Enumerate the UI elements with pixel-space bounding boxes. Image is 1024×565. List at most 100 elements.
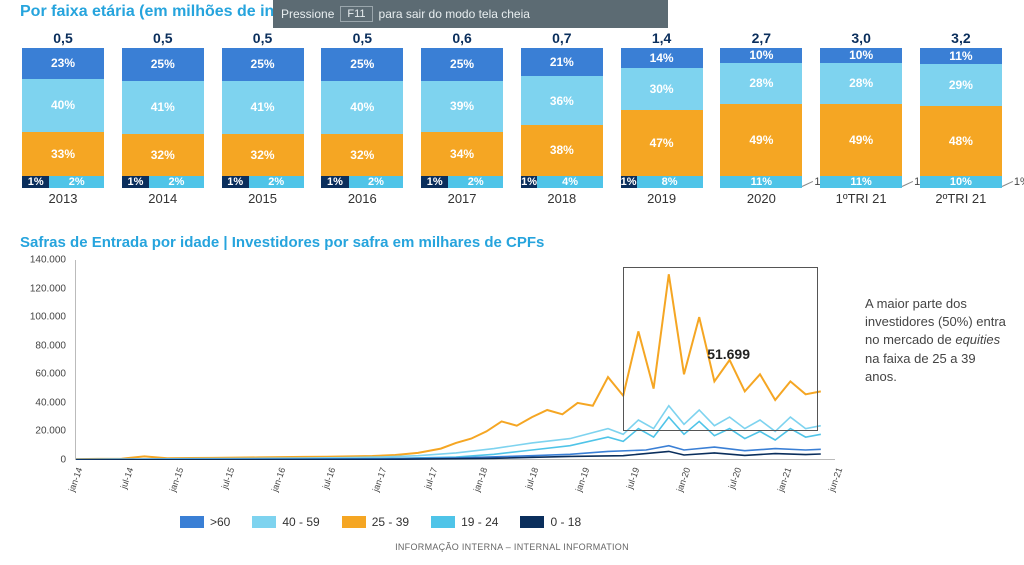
x-tick: jan-17 xyxy=(370,466,388,493)
bar-top-value: 1,4 xyxy=(652,30,671,46)
bar-top-value: 3,2 xyxy=(951,30,970,46)
y-tick: 140.000 xyxy=(30,255,66,266)
bar-stack: 11%29%48% xyxy=(920,48,1002,176)
bar-stack: 21%36%38% xyxy=(521,48,603,176)
bar-seg-a0_18: 1% xyxy=(222,176,249,188)
bar-seg-a25_39: 32% xyxy=(222,134,304,176)
bar-top-value: 0,5 xyxy=(153,30,172,46)
x-tick: jan-14 xyxy=(66,466,84,493)
bar-seg-a19_24: 8% xyxy=(637,176,703,188)
legend-label: 0 - 18 xyxy=(550,515,581,529)
x-tick: jul-17 xyxy=(422,466,439,490)
bar-seg-gt60: 11% xyxy=(920,48,1002,64)
bar-category-label: 2014 xyxy=(148,191,177,206)
y-tick: 120.000 xyxy=(30,283,66,294)
bar-category-label: 2016 xyxy=(348,191,377,206)
bar-seg-gt60: 23% xyxy=(22,48,104,79)
bar-side-a0_18: 1% xyxy=(1014,176,1024,188)
bar-category-label: 2ºTRI 21 xyxy=(935,191,986,206)
side-note: A maior parte dos investidores (50%) ent… xyxy=(865,295,1010,386)
sidenote-italic: equities xyxy=(955,332,1000,347)
bar-stack: 25%41%32% xyxy=(222,48,304,176)
x-tick: jul-18 xyxy=(523,466,540,490)
bar-seg-gt60: 25% xyxy=(222,48,304,81)
bar-seg-a25_39: 38% xyxy=(521,125,603,176)
y-tick: 100.000 xyxy=(30,312,66,323)
y-axis: 020.00040.00060.00080.000100.000120.0001… xyxy=(20,260,70,460)
bar-top-value: 0,6 xyxy=(452,30,471,46)
bar-seg-a0_18: 1% xyxy=(22,176,49,188)
bar-bottom-row: 11%1% xyxy=(820,176,902,188)
bar-col: 0,625%39%34%1%2%2017 xyxy=(419,30,505,205)
y-tick: 0 xyxy=(60,455,66,466)
legend-item: >60 xyxy=(180,515,230,529)
y-tick: 60.000 xyxy=(35,369,66,380)
bar-seg-a19_24: 2% xyxy=(149,176,204,188)
bar-seg-gt60: 14% xyxy=(621,48,703,68)
hint-pre: Pressione xyxy=(281,7,334,21)
bar-stack: 23%40%33% xyxy=(22,48,104,176)
bar-seg-a0_18: 1% xyxy=(321,176,348,188)
x-tick: jan-20 xyxy=(674,466,692,493)
bar-seg-a40_59: 39% xyxy=(421,81,503,132)
legend-swatch xyxy=(520,516,544,528)
bar-stack: 25%41%32% xyxy=(122,48,204,176)
bar-category-label: 2015 xyxy=(248,191,277,206)
bar-col: 3,211%29%48%10%1%2ºTRI 21 xyxy=(918,30,1004,205)
bar-seg-a25_39: 32% xyxy=(122,134,204,176)
bar-category-label: 2017 xyxy=(448,191,477,206)
x-axis: jan-14jul-14jan-15jul-15jan-16jul-16jan-… xyxy=(75,460,835,490)
bar-col: 0,5 25%41%32%1%2% 2015 xyxy=(220,30,306,205)
legend-item: 25 - 39 xyxy=(342,515,409,529)
bar-bottom-row: 11%1% xyxy=(720,176,802,188)
bar-category-label: 1ºTRI 21 xyxy=(836,191,887,206)
bar-bottom-row: 1%2% xyxy=(22,176,104,188)
bar-stack: 25%40%32% xyxy=(321,48,403,176)
bar-seg-a25_39: 34% xyxy=(421,132,503,176)
bar-seg-a0_18: 1% xyxy=(521,176,537,188)
bar-seg-a40_59: 30% xyxy=(621,68,703,110)
y-tick: 80.000 xyxy=(35,340,66,351)
bar-top-value: 0,5 xyxy=(253,30,272,46)
bar-seg-a19_24: 2% xyxy=(448,176,503,188)
title-cohorts: Safras de Entrada por idade | Investidor… xyxy=(20,234,544,251)
bar-seg-gt60: 10% xyxy=(820,48,902,63)
bar-category-label: 2019 xyxy=(647,191,676,206)
bar-category-label: 2020 xyxy=(747,191,776,206)
y-tick: 20.000 xyxy=(35,426,66,437)
bar-seg-a25_39: 49% xyxy=(820,104,902,176)
bar-col: 1,414%30%47%1%8%2019 xyxy=(619,30,705,205)
bar-seg-a40_59: 28% xyxy=(820,63,902,104)
legend-item: 40 - 59 xyxy=(252,515,319,529)
bar-col: 0,525%40%32%1%2%2016 xyxy=(319,30,405,205)
bar-category-label: 2018 xyxy=(547,191,576,206)
bar-seg-a19_24: 2% xyxy=(249,176,304,188)
bar-seg-gt60: 10% xyxy=(720,48,802,63)
legend-label: 40 - 59 xyxy=(282,515,319,529)
bar-bottom-row: 1%2% xyxy=(122,176,204,188)
hint-key: F11 xyxy=(340,6,372,22)
x-tick: jul-19 xyxy=(625,466,642,490)
legend-item: 0 - 18 xyxy=(520,515,581,529)
bar-stack: 10%28%49% xyxy=(820,48,902,176)
bar-bottom-row: 1%8% xyxy=(621,176,703,188)
hint-post: para sair do modo tela cheia xyxy=(379,7,530,21)
bar-seg-a40_59: 29% xyxy=(920,64,1002,106)
bar-seg-a40_59: 40% xyxy=(22,79,104,132)
legend-label: >60 xyxy=(210,515,230,529)
legend-label: 25 - 39 xyxy=(372,515,409,529)
bar-seg-a19_24: 10% xyxy=(920,176,1002,188)
x-tick: jun-21 xyxy=(826,466,844,493)
bar-seg-a19_24: 2% xyxy=(49,176,104,188)
bar-seg-a0_18: 1% xyxy=(621,176,637,188)
line-chart: 020.00040.00060.00080.000100.000120.0001… xyxy=(20,260,840,510)
bar-seg-gt60: 21% xyxy=(521,48,603,76)
bar-top-value: 3,0 xyxy=(851,30,870,46)
bar-seg-a40_59: 41% xyxy=(122,81,204,135)
line-legend: >6040 - 5925 - 3919 - 240 - 18 xyxy=(180,515,581,529)
legend-swatch xyxy=(342,516,366,528)
bar-top-value: 2,7 xyxy=(752,30,771,46)
bar-seg-a40_59: 40% xyxy=(321,81,403,134)
bar-stack: 25%39%34% xyxy=(421,48,503,176)
x-tick: jan-15 xyxy=(168,466,186,493)
